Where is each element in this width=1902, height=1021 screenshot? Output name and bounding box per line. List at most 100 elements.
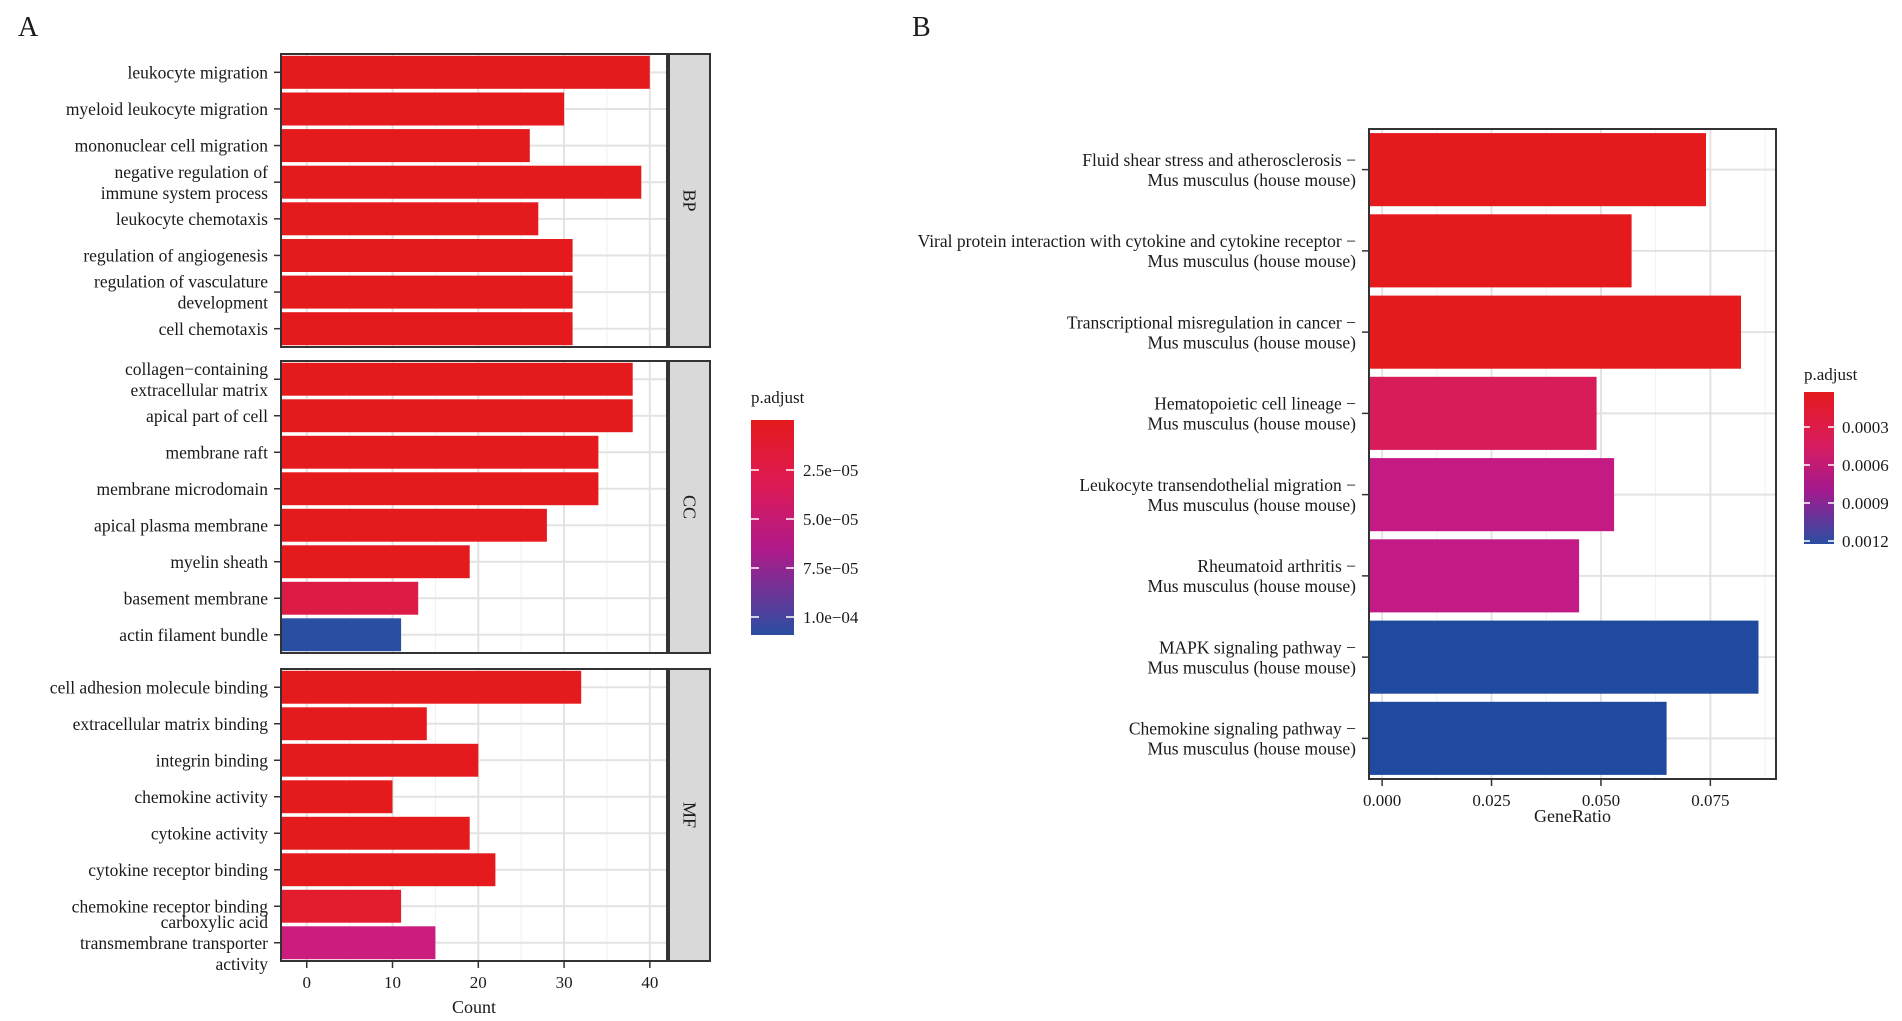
bar <box>281 926 436 960</box>
category-label: membrane microdomain <box>96 479 268 499</box>
category-label: integrin binding <box>156 750 269 770</box>
x-tick-label: 0.000 <box>1363 791 1401 810</box>
bar <box>1369 458 1615 532</box>
category-label: Rheumatoid arthritis − Mus musculus (hous… <box>1147 556 1356 596</box>
category-label: apical plasma membrane <box>94 515 268 535</box>
x-tick-label: 40 <box>641 973 658 992</box>
category-label: collagen−containing extracellular matrix <box>125 359 268 400</box>
legend-a-tick: 7.5e−05 <box>803 559 858 578</box>
category-label: Hematopoietic cell lineage − Mus musculus… <box>1147 394 1356 434</box>
category-label: cytokine receptor binding <box>88 860 268 880</box>
bar <box>281 707 427 741</box>
legend-b-colorbar <box>1804 392 1834 544</box>
x-tick-label: 20 <box>470 973 487 992</box>
category-label: leukocyte migration <box>128 62 269 82</box>
facet-strip <box>668 53 711 348</box>
bar <box>281 581 419 615</box>
panel-b-chart: Fluid shear stress and atherosclerosis −… <box>918 128 1777 826</box>
x-tick-label: 0.050 <box>1582 791 1620 810</box>
bar <box>281 508 547 542</box>
category-label: leukocyte chemotaxis <box>116 209 268 229</box>
category-label: carboxylic acid transmembrane transporter… <box>80 912 268 974</box>
panel-a-chart: leukocyte migration myeloid leukocyte mig… <box>50 53 711 1017</box>
bar <box>281 239 573 272</box>
facet-border <box>280 53 668 348</box>
bar <box>281 92 565 126</box>
category-label: Transcriptional misregulation in cancer … <box>1067 312 1356 352</box>
facet-strip <box>668 360 711 654</box>
legend-a-tick: 2.5e−05 <box>803 461 858 480</box>
bar <box>281 889 402 923</box>
bar <box>281 129 530 163</box>
category-label: apical part of cell <box>146 406 268 426</box>
category-label: mononuclear cell migration <box>75 136 269 156</box>
x-axis-title: Count <box>452 997 496 1017</box>
legend-b-tick: 0.0006 <box>1842 456 1889 475</box>
legend-a-colorbar <box>751 420 794 635</box>
legend-a-tick: 5.0e−05 <box>803 510 858 529</box>
category-label: MAPK signaling pathway − Mus musculus (ho… <box>1147 637 1356 677</box>
category-label: Leukocyte transendothelial migration − Mu… <box>1079 475 1356 515</box>
legend-a: p.adjust 2.5e−05 5.0e−05 7.5e−05 1.0e−04 <box>751 388 859 635</box>
x-tick-label: 0.025 <box>1472 791 1510 810</box>
plot-border <box>1368 128 1777 780</box>
legend-b: p.adjust 0.0003 0.0006 0.0009 0.0012 <box>1804 365 1889 551</box>
category-label: chemokine receptor binding <box>72 896 269 916</box>
legend-a-title: p.adjust <box>751 388 805 407</box>
panel-b-label: B <box>912 12 931 43</box>
category-label: actin filament bundle <box>119 625 268 645</box>
bar <box>281 853 496 887</box>
category-label: regulation of angiogenesis <box>83 246 268 266</box>
category-label: myeloid leukocyte migration <box>66 99 268 119</box>
x-axis-title: GeneRatio <box>1534 806 1611 826</box>
legend-b-tick: 0.0009 <box>1842 494 1889 513</box>
legend-b-tick: 0.0003 <box>1842 418 1889 437</box>
bar <box>281 312 573 346</box>
category-label: cell adhesion molecule binding <box>50 677 268 697</box>
legend-a-tick: 1.0e−04 <box>803 608 859 627</box>
bar <box>281 743 479 777</box>
bar <box>281 435 599 469</box>
bar <box>281 618 402 652</box>
category-label: Viral protein interaction with cytokine … <box>918 231 1357 271</box>
bar <box>281 472 599 506</box>
bar <box>281 362 633 396</box>
bar <box>281 545 470 579</box>
facet-border <box>280 668 668 962</box>
bar <box>281 816 470 850</box>
legend-b-tick: 0.0012 <box>1842 532 1889 551</box>
category-label: cytokine activity <box>151 823 268 843</box>
category-label: myelin sheath <box>170 552 268 572</box>
facet-strip-label: BP <box>680 189 700 211</box>
category-label: cell chemotaxis <box>159 319 269 339</box>
x-tick-label: 30 <box>556 973 573 992</box>
category-label: Fluid shear stress and atherosclerosis −… <box>1082 150 1356 190</box>
x-tick-label: 0 <box>302 973 311 992</box>
category-label: membrane raft <box>165 442 268 462</box>
bar <box>281 202 539 236</box>
bar <box>1369 376 1597 450</box>
bar <box>281 780 393 814</box>
category-label: negative regulation of immune system proc… <box>101 162 268 203</box>
category-label: Chemokine signaling pathway − Mus musculu… <box>1129 719 1356 759</box>
bar <box>281 165 642 199</box>
x-tick-label: 0.075 <box>1691 791 1729 810</box>
facet-strip-label: MF <box>680 802 700 828</box>
category-label: chemokine activity <box>134 787 268 807</box>
bar <box>1369 133 1706 207</box>
bar <box>1369 539 1580 613</box>
panel-a-label: A <box>18 12 39 43</box>
category-label: regulation of vasculature development <box>94 272 268 313</box>
bar <box>281 275 573 309</box>
bar <box>281 55 650 89</box>
x-tick-label: 10 <box>384 973 401 992</box>
bar <box>281 399 633 433</box>
legend-b-title: p.adjust <box>1804 365 1858 384</box>
bar <box>1369 701 1667 775</box>
facet-border <box>280 360 668 654</box>
category-label: basement membrane <box>124 588 269 608</box>
bar <box>1369 620 1759 694</box>
facet-strip <box>668 668 711 962</box>
category-label: extracellular matrix binding <box>73 714 269 734</box>
